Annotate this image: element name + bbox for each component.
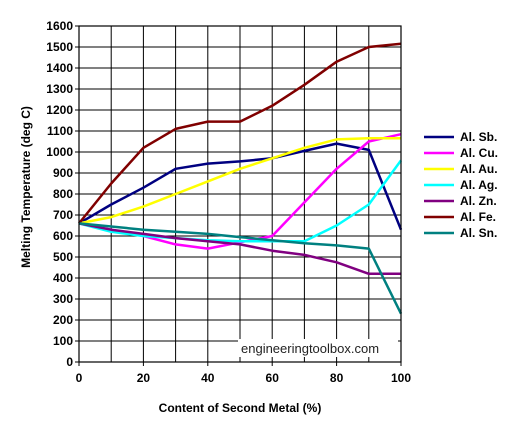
- x-tick-label: 0: [76, 371, 83, 385]
- y-tick-label: 400: [53, 271, 73, 285]
- y-tick-label: 300: [53, 292, 73, 306]
- y-tick-label: 1500: [46, 40, 73, 54]
- legend-label: Al. Sb.: [460, 130, 497, 144]
- y-tick-label: 1100: [47, 124, 73, 138]
- y-tick-label: 1600: [46, 19, 73, 33]
- y-tick-label: 1400: [46, 61, 73, 75]
- series-line-al-zn: [78, 222, 401, 276]
- y-tick-label: 800: [53, 187, 73, 201]
- x-axis-ticks: 0 20 40 60 80 100: [76, 362, 411, 385]
- legend-label: Al. Sn.: [460, 226, 497, 240]
- y-tick-label: 500: [53, 250, 73, 264]
- y-axis-title: Melting Temperature (deg C): [19, 106, 33, 268]
- y-tick-label: 900: [53, 166, 73, 180]
- x-tick-label: 60: [266, 371, 280, 385]
- x-axis-title: Content of Second Metal (%): [159, 401, 322, 415]
- legend-label: Al. Ag.: [460, 178, 498, 192]
- y-tick-label: 0: [66, 355, 73, 369]
- series-line-al-fe: [78, 42, 402, 225]
- y-tick-label: 100: [53, 334, 73, 348]
- x-tick-label: 80: [330, 371, 344, 385]
- watermark: engineeringtoolbox.com: [238, 339, 398, 357]
- series-line-al-sn: [78, 222, 403, 315]
- y-tick-label: 1200: [46, 103, 73, 117]
- series-line-al-ag: [78, 159, 403, 243]
- x-tick-label: 100: [391, 371, 411, 385]
- series-line-al-au: [78, 137, 401, 225]
- watermark-background: [238, 339, 398, 357]
- watermark-text: engineeringtoolbox.com: [241, 341, 379, 356]
- y-tick-label: 700: [53, 208, 73, 222]
- series-lines: [78, 42, 403, 315]
- x-tick-label: 40: [201, 371, 215, 385]
- y-tick-label: 200: [53, 313, 73, 327]
- y-tick-label: 1000: [46, 145, 73, 159]
- legend-label: Al. Au.: [460, 162, 498, 176]
- series-line-al-sb: [78, 142, 403, 231]
- x-tick-label: 20: [137, 371, 151, 385]
- legend: Al. Sb. Al. Cu. Al. Au. Al. Ag. Al. Zn. Al. F…: [424, 130, 498, 240]
- y-tick-label: 600: [53, 229, 73, 243]
- legend-label: Al. Zn.: [460, 194, 497, 208]
- legend-label: Al. Cu.: [460, 146, 498, 160]
- y-tick-label: 1300: [46, 82, 73, 96]
- y-axis-ticks: 0 100 200 300 400 500 600 700 800 900 1000 1100 1200…: [46, 19, 79, 369]
- legend-label: Al. Fe.: [460, 210, 496, 224]
